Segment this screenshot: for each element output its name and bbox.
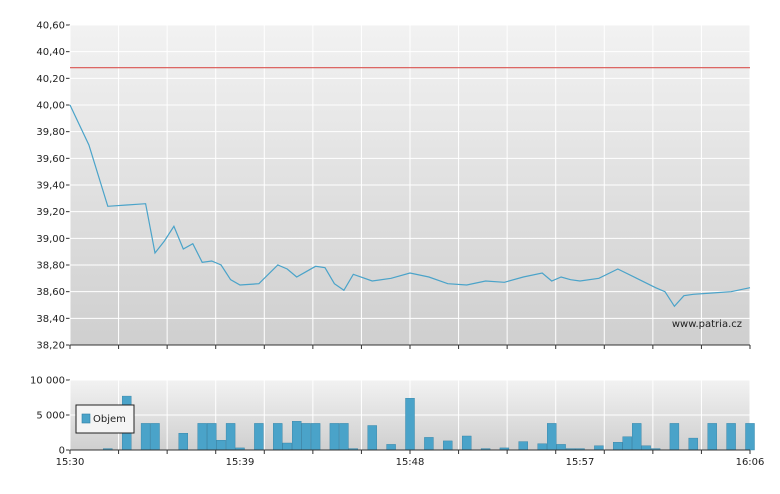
legend-swatch	[81, 413, 91, 424]
volume-bar	[386, 444, 396, 451]
volume-bar	[254, 423, 264, 451]
volume-panel: 10 000 5 000 015:30 15:39 15:48 15:57 16:06	[30, 376, 764, 469]
volume-bar	[547, 423, 557, 451]
volume-bar	[726, 423, 736, 451]
volume-bar	[367, 425, 377, 451]
volume-legend: Objem	[75, 404, 135, 434]
volume-bar	[405, 398, 415, 451]
volume-y-tick-label: 5 000	[36, 411, 65, 422]
price-series-line	[69, 104, 751, 308]
volume-bar	[641, 445, 651, 451]
volume-bar	[273, 423, 283, 451]
time-x-tick-label: 16:06	[736, 457, 765, 468]
volume-bar	[206, 423, 217, 451]
volume-y-tick-label: 0	[59, 446, 65, 457]
volume-bar	[301, 423, 311, 451]
volume-bar	[622, 436, 632, 451]
price-y-tick-label: 38,60	[36, 287, 65, 298]
volume-bar	[537, 443, 547, 451]
price-y-tick-label: 38,80	[36, 261, 65, 272]
time-x-tick-label: 15:48	[396, 457, 425, 468]
watermark: www.patria.cz	[672, 319, 742, 330]
volume-bar	[613, 442, 623, 451]
price-y-tick-label: 40,20	[36, 74, 65, 85]
volume-bar	[707, 423, 717, 451]
price-y-tick-label: 40,00	[36, 101, 65, 112]
price-y-tick-label: 38,40	[36, 314, 65, 325]
time-x-tick-label: 15:57	[566, 457, 595, 468]
price-y-tick-label: 40,60	[36, 21, 65, 32]
time-x-tick-label: 15:39	[226, 457, 255, 468]
volume-bar	[443, 440, 453, 451]
volume-bar	[140, 423, 151, 451]
volume-bar	[462, 435, 472, 451]
volume-bar	[339, 423, 349, 451]
price-y-tick-label: 39,00	[36, 234, 65, 245]
price-y-tick-label: 39,20	[36, 207, 65, 218]
volume-bar	[518, 441, 528, 451]
volume-bar	[225, 423, 236, 451]
price-y-tick-label: 39,60	[36, 154, 65, 165]
volume-bar	[594, 445, 604, 451]
volume-bar	[282, 442, 292, 451]
price-y-tick-label: 40,40	[36, 47, 65, 58]
volume-bar	[197, 423, 207, 451]
price-panel: 40,60 40,40 40,20 40,00 39,80 39,60 39,40 39,20…	[36, 21, 751, 352]
time-x-tick-label: 15:30	[56, 457, 85, 468]
volume-bar	[632, 423, 642, 451]
volume-bar	[292, 421, 302, 451]
volume-bar	[216, 440, 226, 451]
volume-bar	[688, 437, 698, 451]
volume-bar	[310, 423, 321, 451]
legend-label-objem: Objem	[93, 414, 126, 425]
price-y-tick-label: 38,20	[36, 341, 65, 352]
price-y-tick-label: 39,80	[36, 127, 65, 138]
price-y-tick-label: 39,40	[36, 181, 65, 192]
volume-bar	[329, 423, 340, 451]
volume-y-tick-label: 10 000	[30, 376, 65, 387]
volume-bar	[424, 437, 434, 451]
volume-bar	[556, 444, 566, 451]
volume-bar	[745, 423, 755, 451]
volume-bar	[669, 423, 680, 451]
volume-bar	[150, 423, 160, 451]
volume-bar	[178, 433, 189, 451]
